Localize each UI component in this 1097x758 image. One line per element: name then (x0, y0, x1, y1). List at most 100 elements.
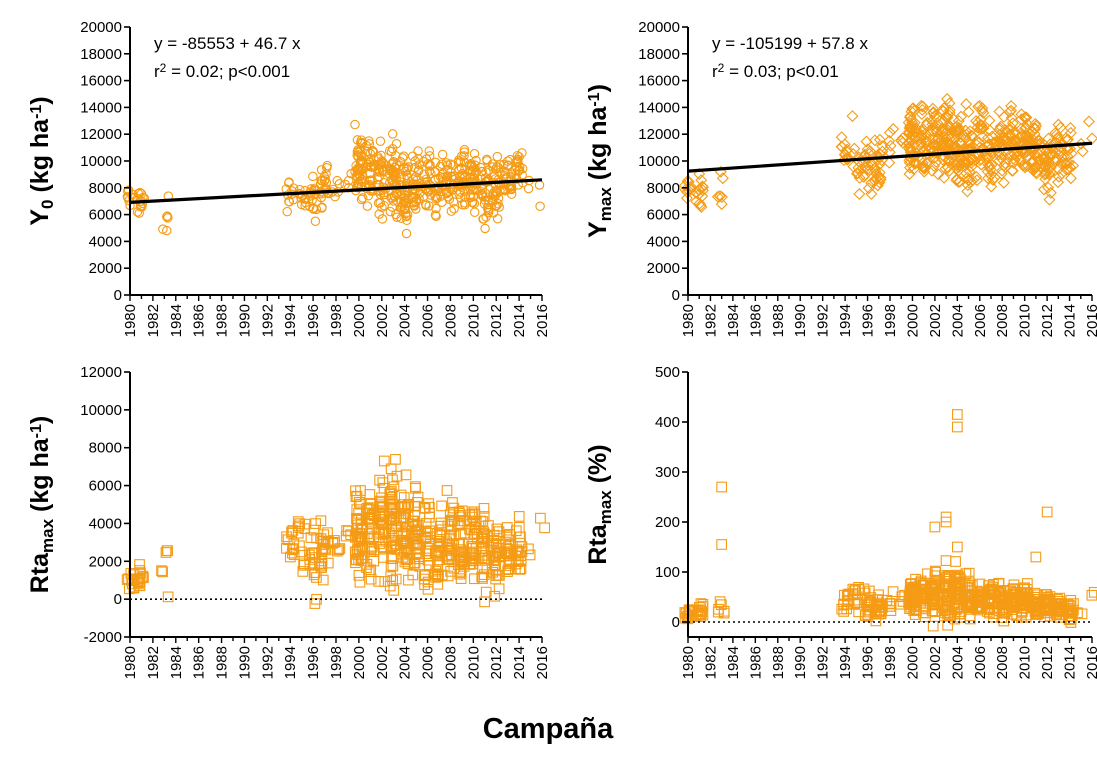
data-point (694, 199, 707, 212)
x-tick-label: 1992 (815, 646, 832, 679)
data-point (373, 576, 384, 587)
data-point (982, 172, 995, 185)
data-point (487, 566, 499, 578)
panel-ymax: 0 2000 4000 6000 8000 10000 12000 14000 16000 180… (584, 19, 1097, 337)
data-point (282, 206, 292, 217)
y-label-superscript: -1 (586, 92, 603, 106)
data-point (1072, 607, 1083, 619)
data-point (909, 155, 921, 168)
data-point (961, 185, 974, 198)
data-point (376, 150, 386, 161)
data-point (985, 180, 998, 193)
data-point (284, 197, 295, 207)
data-point (904, 146, 917, 159)
y-tick-label: 14000 (638, 99, 680, 116)
data-point (467, 508, 478, 520)
data-point (959, 124, 972, 137)
data-point (458, 515, 470, 527)
data-point (927, 146, 940, 159)
data-point (512, 156, 523, 166)
data-point (446, 167, 456, 178)
data-point (442, 542, 454, 553)
data-point (952, 126, 965, 139)
data-point (1042, 181, 1055, 194)
data-point (396, 527, 408, 539)
y-label-end: ) (584, 84, 612, 92)
data-point (385, 164, 395, 175)
data-point (1088, 586, 1097, 598)
data-point (506, 184, 517, 195)
data-point (718, 607, 730, 619)
data-point (926, 115, 939, 128)
data-point (1076, 145, 1089, 158)
data-point (364, 504, 375, 516)
data-point (1061, 144, 1074, 157)
data-point (960, 98, 973, 111)
x-tick-label: 2010 (465, 646, 482, 679)
data-point (884, 598, 896, 609)
y-label-main: Y (26, 209, 54, 226)
data-point (859, 161, 872, 174)
data-point (906, 120, 919, 133)
data-point (994, 128, 1007, 141)
regression-equation: y = -85553 + 46.7 x (154, 34, 301, 53)
data-point (134, 565, 146, 576)
data-point (974, 578, 986, 590)
data-point (478, 214, 488, 224)
x-tick-label: 1980 (122, 304, 139, 337)
data-point (364, 139, 375, 149)
data-point (992, 133, 1005, 146)
data-point (386, 192, 396, 203)
x-tick-label: 1982 (145, 304, 162, 337)
data-point (455, 567, 467, 578)
data-point (409, 201, 420, 211)
data-point (887, 123, 900, 135)
data-point (332, 175, 342, 186)
data-point (343, 175, 354, 186)
data-point (1029, 117, 1042, 130)
data-point (308, 171, 318, 182)
data-point (499, 170, 510, 181)
data-point (490, 201, 500, 212)
data-point (516, 541, 528, 553)
stats-rest: = 0.02; p<0.001 (166, 62, 290, 81)
data-point (377, 214, 388, 224)
x-tick-label: 2000 (351, 646, 368, 679)
data-point (1029, 148, 1042, 161)
data-point (491, 523, 503, 535)
data-point (868, 162, 881, 175)
data-point (960, 143, 973, 156)
data-point (926, 589, 938, 601)
y-tick-label: -2000 (84, 629, 122, 646)
y-tick-label: 0 (114, 591, 122, 608)
data-point (430, 191, 440, 202)
data-point (374, 538, 385, 550)
data-point (847, 160, 860, 173)
y-tick-label: 6000 (89, 207, 122, 224)
data-point (490, 191, 500, 202)
data-point (716, 172, 729, 185)
data-point (426, 168, 436, 179)
data-point (374, 209, 384, 219)
y-tick-label: 18000 (80, 46, 122, 63)
data-point (904, 110, 917, 123)
data-point (695, 605, 706, 617)
data-point (883, 156, 896, 169)
data-point (981, 131, 994, 144)
data-point (904, 120, 917, 133)
data-point (1020, 121, 1033, 134)
stats-r: r (154, 62, 160, 81)
x-tick-label: 1996 (305, 304, 322, 337)
data-point (322, 557, 334, 569)
data-point (715, 198, 728, 211)
data-point (157, 566, 168, 578)
markers (121, 454, 551, 609)
data-point (334, 178, 345, 189)
data-point (950, 556, 961, 567)
data-point (853, 188, 866, 200)
data-point (478, 511, 490, 522)
data-point (352, 150, 362, 161)
data-point (469, 149, 480, 159)
data-point (310, 216, 321, 227)
data-point (383, 513, 395, 524)
